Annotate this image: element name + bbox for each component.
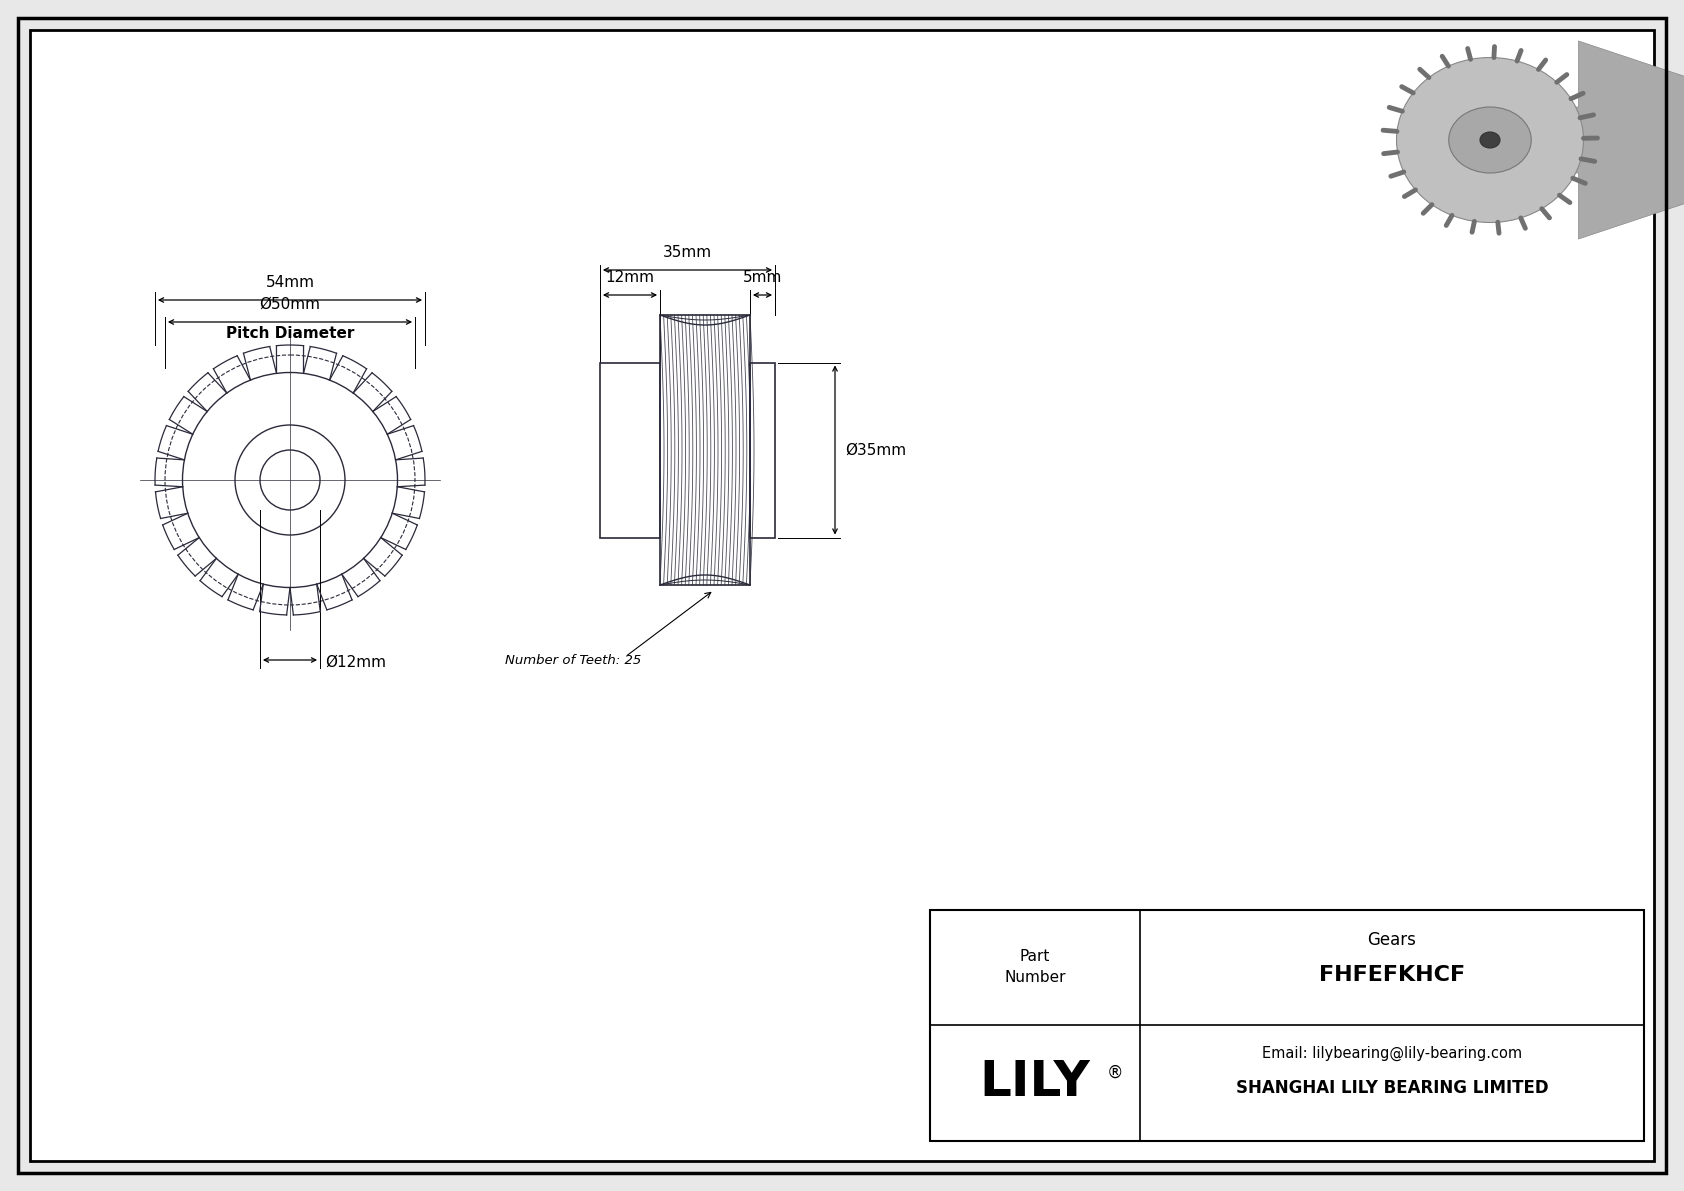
Ellipse shape: [1480, 132, 1500, 148]
Text: 35mm: 35mm: [663, 245, 712, 260]
Text: Part
Number: Part Number: [1004, 949, 1066, 985]
Text: Pitch Diameter: Pitch Diameter: [226, 326, 354, 341]
Text: Ø12mm: Ø12mm: [325, 655, 386, 669]
Text: FHFEFKHCF: FHFEFKHCF: [1319, 965, 1465, 985]
Text: LILY: LILY: [980, 1058, 1090, 1106]
FancyArrow shape: [1551, 40, 1684, 239]
Text: 5mm: 5mm: [743, 270, 781, 285]
Bar: [600, 362, 660, 537]
Ellipse shape: [1448, 107, 1531, 173]
Text: 12mm: 12mm: [606, 270, 655, 285]
Bar: [749, 362, 775, 537]
Text: Gears: Gears: [1367, 931, 1416, 949]
Text: Email: lilybearing@lily-bearing.com: Email: lilybearing@lily-bearing.com: [1261, 1046, 1522, 1061]
Text: ®: ®: [1106, 1064, 1123, 1081]
Bar: [930, 910, 1644, 1141]
Text: Ø35mm: Ø35mm: [845, 443, 906, 457]
Text: 54mm: 54mm: [266, 275, 315, 289]
Text: Number of Teeth: 25: Number of Teeth: 25: [505, 654, 642, 667]
Text: SHANGHAI LILY BEARING LIMITED: SHANGHAI LILY BEARING LIMITED: [1236, 1079, 1548, 1097]
Bar: [660, 314, 749, 585]
Text: Ø50mm: Ø50mm: [259, 297, 320, 312]
Ellipse shape: [1396, 57, 1583, 223]
